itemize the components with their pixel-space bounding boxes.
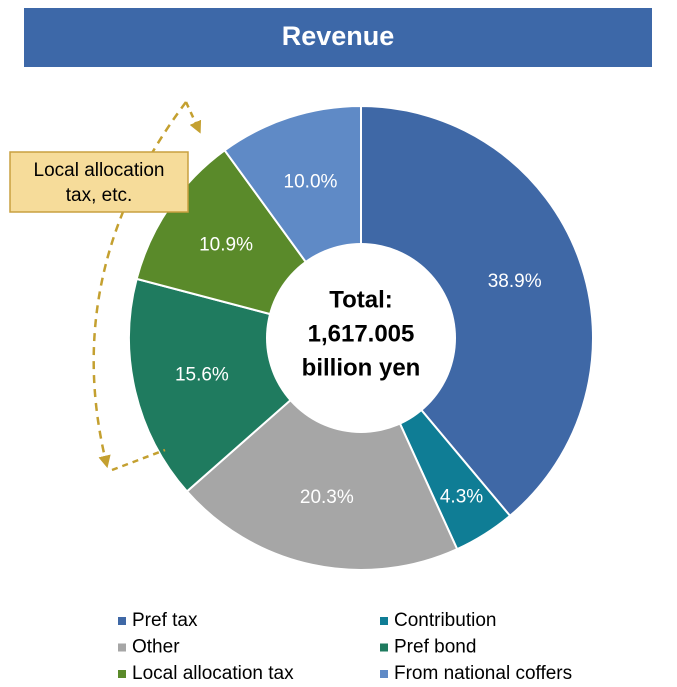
- data-label: 38.9%: [488, 271, 542, 292]
- legend-swatch: [118, 643, 126, 652]
- center-label: billion yen: [302, 354, 421, 381]
- legend: Pref tax Contribution Other Pref bond Local …: [118, 610, 572, 684]
- legend-label: Other: [132, 637, 180, 658]
- data-label: 10.0%: [284, 172, 338, 193]
- legend-label: From national coffers: [394, 663, 572, 684]
- donut-hole: [266, 243, 456, 433]
- legend-swatch: [118, 670, 126, 678]
- center-label: Total:: [329, 286, 393, 313]
- legend-swatch: [380, 643, 388, 652]
- annotation-arrow: [184, 101, 202, 134]
- chart-title: Revenue: [282, 21, 395, 51]
- annotation-text: tax, etc.: [66, 185, 133, 206]
- legend-swatch: [380, 670, 388, 678]
- annotation-box: [9, 151, 189, 213]
- legend-swatch: [118, 617, 126, 625]
- legend-label: Pref bond: [394, 637, 476, 658]
- data-label: 10.9%: [199, 235, 253, 256]
- annotation-text: Local allocation: [34, 160, 165, 181]
- center-label: 1,617.005: [308, 320, 415, 347]
- legend-label: Pref tax: [132, 610, 198, 631]
- data-label: 4.3%: [440, 486, 483, 507]
- annotation-arrow: [111, 448, 166, 472]
- data-label: 15.6%: [175, 365, 229, 386]
- legend-label: Local allocation tax: [132, 663, 294, 684]
- title-banner: [24, 8, 652, 67]
- legend-label: Contribution: [394, 610, 496, 631]
- slice: [185, 336, 459, 571]
- legend-swatch: [380, 617, 388, 625]
- slice: [360, 104, 594, 518]
- data-label: 20.3%: [300, 487, 354, 508]
